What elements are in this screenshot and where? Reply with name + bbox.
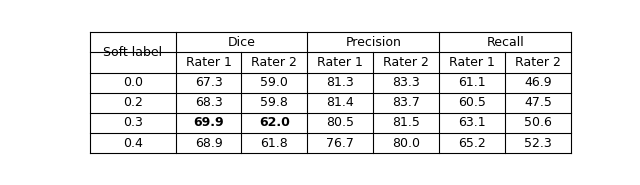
Text: 47.5: 47.5 <box>524 96 552 109</box>
Text: 52.3: 52.3 <box>524 137 552 150</box>
Text: Rater 1: Rater 1 <box>317 56 364 69</box>
Text: 80.0: 80.0 <box>392 137 420 150</box>
Text: 81.3: 81.3 <box>326 76 354 89</box>
Text: Rater 1: Rater 1 <box>449 56 495 69</box>
Text: Dice: Dice <box>228 36 255 49</box>
Text: 59.8: 59.8 <box>260 96 289 109</box>
Text: 61.1: 61.1 <box>458 76 486 89</box>
Text: 65.2: 65.2 <box>458 137 486 150</box>
Text: 63.1: 63.1 <box>458 117 486 130</box>
Text: 0.3: 0.3 <box>123 117 143 130</box>
Text: Precision: Precision <box>346 36 401 49</box>
Text: 60.5: 60.5 <box>458 96 486 109</box>
Text: 61.8: 61.8 <box>260 137 288 150</box>
Text: 81.4: 81.4 <box>326 96 354 109</box>
Text: 46.9: 46.9 <box>524 76 552 89</box>
Text: 68.3: 68.3 <box>195 96 222 109</box>
Text: Soft label: Soft label <box>103 46 163 59</box>
Text: 0.2: 0.2 <box>123 96 143 109</box>
Text: 62.0: 62.0 <box>259 117 290 130</box>
Text: 67.3: 67.3 <box>195 76 222 89</box>
Text: Rater 2: Rater 2 <box>383 56 429 69</box>
Text: 76.7: 76.7 <box>326 137 355 150</box>
Text: Rater 1: Rater 1 <box>186 56 232 69</box>
Text: 0.4: 0.4 <box>123 137 143 150</box>
Text: 83.7: 83.7 <box>392 96 420 109</box>
Text: 50.6: 50.6 <box>524 117 552 130</box>
Text: Recall: Recall <box>486 36 524 49</box>
Text: 59.0: 59.0 <box>260 76 289 89</box>
Text: Rater 2: Rater 2 <box>515 56 561 69</box>
Text: 83.3: 83.3 <box>392 76 420 89</box>
Text: 69.9: 69.9 <box>193 117 224 130</box>
Text: 68.9: 68.9 <box>195 137 222 150</box>
Text: 0.0: 0.0 <box>123 76 143 89</box>
Text: 80.5: 80.5 <box>326 117 355 130</box>
Text: Rater 2: Rater 2 <box>252 56 298 69</box>
Text: 81.5: 81.5 <box>392 117 420 130</box>
